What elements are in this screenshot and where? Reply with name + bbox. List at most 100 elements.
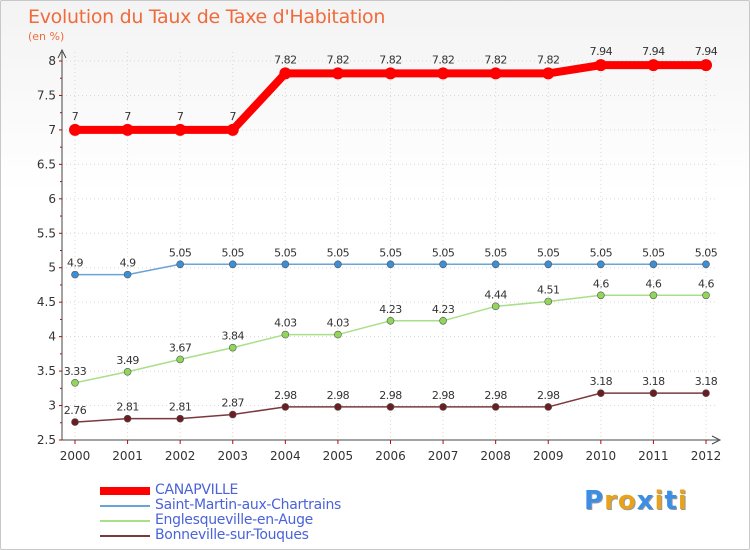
data-label: 4.03 [274,317,297,330]
data-label: 5.05 [432,246,455,259]
data-point [386,403,395,411]
data-point [649,389,658,397]
legend-label: Englesqueville-en-Auge [155,512,313,528]
y-tick-label: 4.5 [37,295,56,309]
data-label: 5.05 [169,246,192,259]
x-tick-label: 2009 [533,449,564,463]
data-point [334,260,342,269]
data-point [700,59,712,72]
data-label: 2.98 [327,389,350,402]
data-label: 7.82 [537,53,560,66]
logo-letter: i [677,486,688,516]
data-label: 3.49 [116,354,139,367]
y-tick-label: 3.5 [37,364,56,378]
legend-swatch [100,520,150,522]
data-point [334,330,342,339]
line-chart: 2.5 3 3.5 4 4.5 5 5.5 6 6.5 7 7.5 8 2000 2001 2002 2003… [37,45,722,463]
legend-label: Bonneville-sur-Touques [155,527,309,543]
data-label: 3.18 [642,375,665,388]
data-point [597,291,605,300]
data-point [281,330,290,339]
data-label: 2.98 [537,389,560,402]
data-point [439,260,447,269]
x-tick-label: 2001 [112,449,143,463]
legend-swatch [100,505,150,507]
legend-swatch [100,535,150,537]
data-point [597,260,605,269]
logo-letter: x [636,486,655,516]
data-label: 7 [124,110,131,123]
data-label: 2.98 [432,389,455,402]
data-label: 5.05 [537,246,560,259]
y-tick-label: 8 [48,54,56,68]
data-point [281,260,290,269]
logo-letter: r [604,486,618,516]
data-point [386,316,395,325]
data-point [279,67,292,80]
x-axis-arrow [711,435,722,445]
logo-letter: o [617,486,637,516]
data-point [649,291,658,300]
legend-swatch [100,487,150,495]
x-tick-label: 2000 [60,449,91,463]
data-point [386,260,395,269]
data-point [439,403,447,411]
data-point [228,260,237,269]
data-point [121,123,134,136]
series-lines [69,59,712,426]
logo-letter: P [584,486,605,516]
data-point [228,410,237,419]
data-point [491,260,500,269]
data-label: 7.82 [379,53,402,66]
data-label: 5.05 [695,246,718,259]
data-label: 2.87 [222,397,245,410]
x-tick-label: 2002 [165,449,196,463]
chart-subtitle: (en %) [28,30,65,43]
data-point [71,379,79,387]
y-tick-label: 7.5 [37,88,56,102]
chart-title: Evolution du Taux de Taxe d'Habitation [28,6,386,28]
data-label: 7 [230,110,237,123]
x-tick-label: 2004 [270,449,301,463]
y-tick-label: 4 [48,330,56,344]
data-point [281,403,290,411]
data-label: 4.6 [645,277,661,290]
data-point [489,67,502,80]
x-tick-label: 2003 [217,449,248,463]
data-label: 7.82 [484,53,507,66]
data-point [491,302,500,311]
y-tick-label: 6.5 [37,157,56,171]
data-point [71,418,79,426]
data-point [597,389,605,397]
x-tick-label: 2006 [375,449,406,463]
data-point [437,67,450,80]
data-point [69,123,81,136]
data-label: 4.23 [432,303,455,316]
data-label: 4.23 [379,303,402,316]
x-tick-label: 2008 [480,449,511,463]
data-label: 5.05 [484,246,507,259]
data-label: 5.05 [274,246,297,259]
data-point [123,414,132,423]
logo-letter: t [664,486,678,516]
data-point [702,291,710,300]
data-point [544,260,553,269]
data-label: 5.05 [642,246,665,259]
data-label: 7 [72,110,79,123]
x-tick-label: 2005 [323,449,354,463]
data-point [331,67,344,80]
data-label: 4.9 [67,257,83,270]
data-point [176,355,184,364]
data-label: 2.98 [274,389,297,402]
proxiti-logo: Proxiti [584,486,688,516]
x-tick-label: 2010 [586,449,617,463]
data-point [649,260,658,269]
data-point [334,403,342,411]
logo-letter: i [654,486,665,516]
data-label: 7 [177,110,184,123]
legend-label: CANAPVILLE [155,482,238,498]
y-axis-arrow [57,48,67,59]
data-label: 4.6 [698,277,714,290]
y-tick-label: 5 [48,261,56,275]
data-label: 5.05 [327,246,350,259]
